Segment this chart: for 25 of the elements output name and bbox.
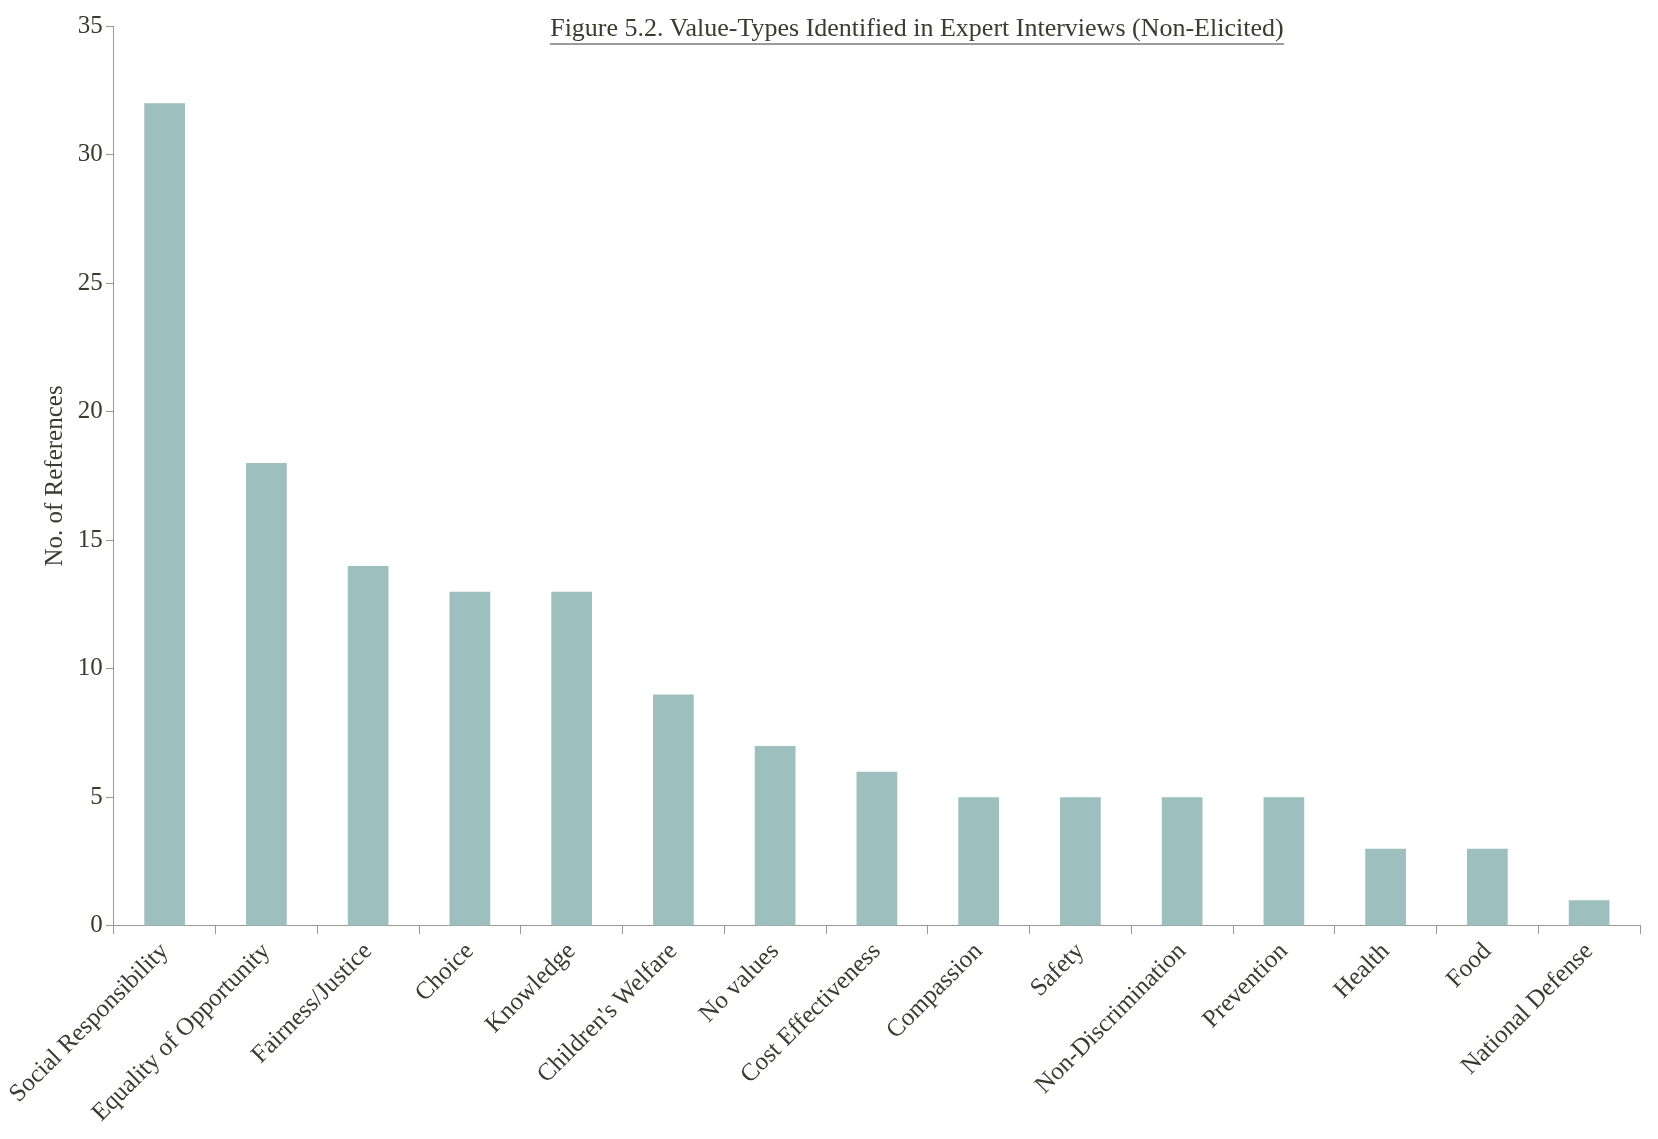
y-tick-label: 10 — [77, 653, 103, 681]
y-tick-label: 0 — [90, 910, 103, 938]
y-tick-label: 5 — [90, 781, 103, 809]
y-tick-label: 30 — [77, 139, 103, 167]
bar — [144, 103, 185, 926]
bar — [1467, 848, 1508, 926]
bar — [856, 771, 898, 926]
bar — [449, 591, 491, 926]
bar — [1161, 797, 1203, 926]
bar — [551, 591, 592, 926]
bar — [653, 694, 694, 926]
bar — [1365, 848, 1406, 926]
bar — [1263, 797, 1305, 926]
bar — [1568, 900, 1610, 926]
y-axis-title: No. of References — [40, 385, 68, 567]
bar — [754, 745, 796, 926]
bar — [347, 565, 389, 926]
y-tick-label: 15 — [77, 524, 103, 552]
chart-title: Figure 5.2. Value-Types Identified in Expert Interviews (Non-Elicited) — [550, 12, 1284, 42]
bar — [1060, 797, 1101, 926]
bar — [958, 797, 999, 926]
y-tick-label: 20 — [77, 396, 103, 424]
y-tick-label: 35 — [77, 10, 103, 38]
y-tick-label: 25 — [77, 267, 103, 295]
bar — [246, 463, 287, 926]
